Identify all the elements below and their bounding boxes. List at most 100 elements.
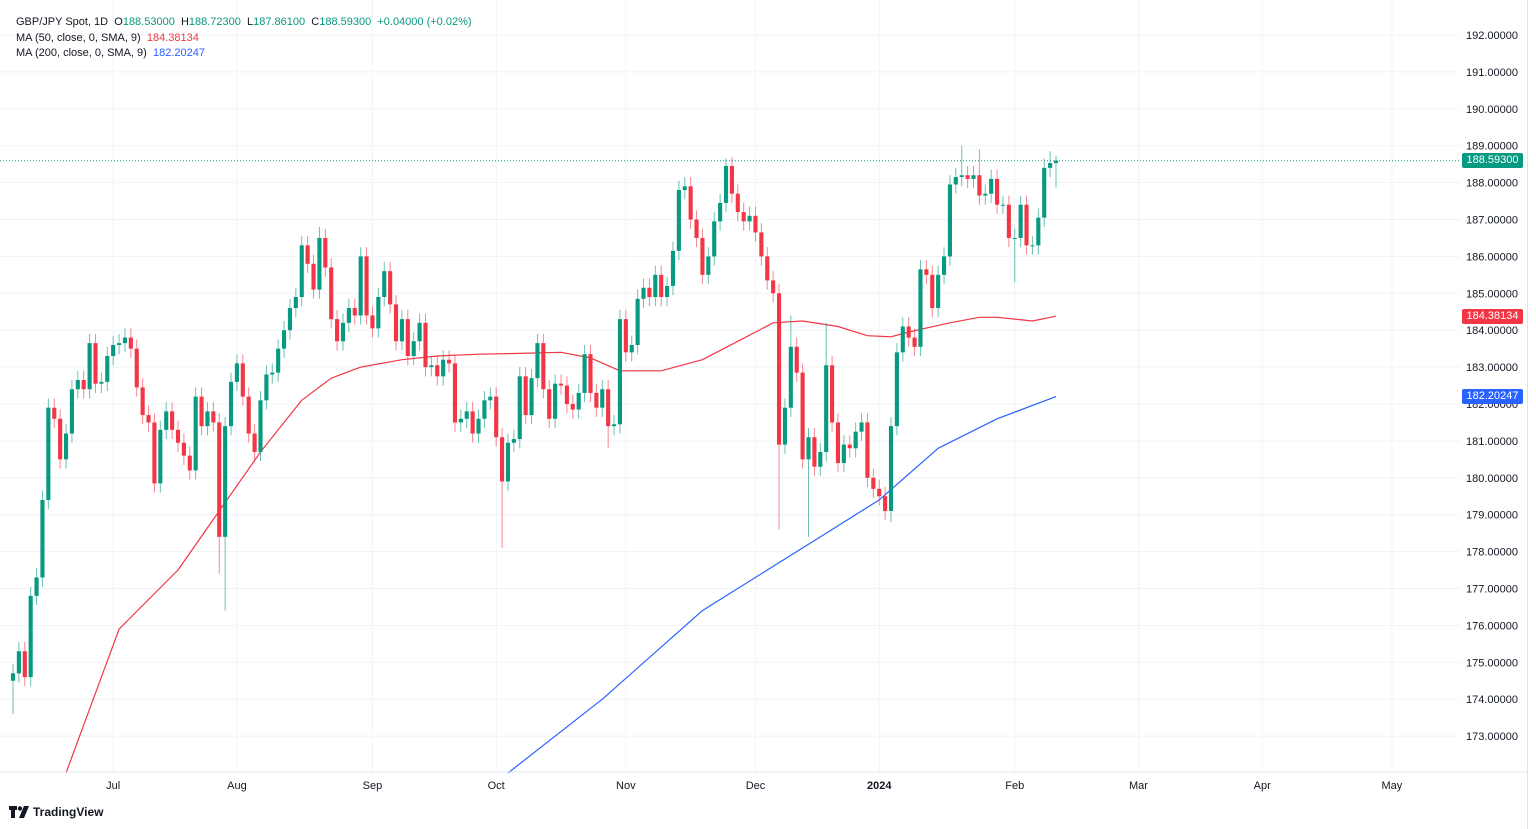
change-value: +0.04000 (+0.02%) xyxy=(377,16,472,28)
candle-body xyxy=(193,396,198,471)
candle-body xyxy=(659,274,664,297)
last-price-tag: 188.59300 xyxy=(1462,153,1523,169)
candle xyxy=(81,370,86,399)
price-tick-label: 179.00000 xyxy=(1466,510,1518,522)
candle xyxy=(352,298,357,325)
candle-body xyxy=(28,595,33,678)
candle xyxy=(146,405,151,432)
high-label: H xyxy=(180,16,189,28)
candle-body xyxy=(75,380,80,390)
candle-body xyxy=(941,256,947,275)
candle xyxy=(63,424,69,469)
candles xyxy=(10,145,1059,714)
candle xyxy=(382,261,387,307)
candle-body xyxy=(164,411,169,430)
candle xyxy=(199,387,204,436)
time-tick-label: Nov xyxy=(616,780,636,792)
candle-body xyxy=(989,178,994,194)
candle-body xyxy=(181,442,186,456)
symbol-label[interactable]: GBP/JPY Spot, 1D xyxy=(16,16,109,28)
candle-body xyxy=(723,165,729,203)
candle xyxy=(600,380,605,417)
candle-body xyxy=(1012,237,1017,239)
candle-body xyxy=(63,433,69,460)
price-tick-label: 175.00000 xyxy=(1466,657,1518,669)
candle-body xyxy=(800,372,805,460)
candle xyxy=(529,368,534,425)
candle xyxy=(358,247,363,325)
candle xyxy=(75,370,80,399)
chart-legend: GBP/JPY Spot, 1D O188.53000 H188.72300 L… xyxy=(16,15,472,62)
candle-body xyxy=(234,363,239,382)
candle xyxy=(983,184,988,205)
candle xyxy=(293,287,298,318)
candle-body xyxy=(535,343,540,379)
candle xyxy=(865,413,870,488)
tradingview-logo[interactable]: TradingView xyxy=(9,805,103,819)
candle xyxy=(458,409,463,432)
candle-body xyxy=(665,285,670,297)
candle xyxy=(776,284,782,530)
candle xyxy=(635,289,640,355)
candle-body xyxy=(959,175,964,178)
time-axis[interactable]: Jul Aug Sep Oct Nov Dec 2024 Feb Mar Apr May xyxy=(0,771,1527,792)
candle xyxy=(723,158,729,213)
candle xyxy=(847,435,852,458)
candle xyxy=(806,427,811,537)
ohlc-row: GBP/JPY Spot, 1D O188.53000 H188.72300 L… xyxy=(16,15,472,31)
candle xyxy=(211,402,216,432)
time-tick-label: Mar xyxy=(1129,780,1148,792)
candle-body xyxy=(965,175,970,179)
open-label: O xyxy=(114,16,123,28)
candle xyxy=(941,247,947,285)
price-tick-label: 188.00000 xyxy=(1466,178,1518,190)
candle-body xyxy=(676,189,681,251)
candle xyxy=(1000,195,1006,214)
candle xyxy=(187,446,192,480)
candle xyxy=(818,442,823,476)
candle xyxy=(947,175,952,266)
candle-body xyxy=(906,326,911,338)
candle-body xyxy=(735,193,740,213)
candle-body xyxy=(647,287,652,297)
price-axis[interactable]: 173.00000 174.00000 175.00000 176.00000 177.… xyxy=(1466,30,1518,743)
candle xyxy=(794,337,799,382)
candle-body xyxy=(541,343,546,390)
candle xyxy=(105,346,110,392)
candle-body xyxy=(199,396,204,427)
candle-body xyxy=(511,439,516,443)
candle-body xyxy=(405,319,410,357)
candle-body xyxy=(158,429,163,484)
time-tick-label: Aug xyxy=(227,780,247,792)
candle-body xyxy=(299,245,304,297)
candle xyxy=(588,344,593,403)
candle xyxy=(370,306,375,338)
candle xyxy=(464,402,469,428)
candle-body xyxy=(576,392,581,410)
candle-body xyxy=(877,488,882,497)
ma50-row[interactable]: MA (50, close, 0, SMA, 9) 184.38134 xyxy=(16,31,472,47)
candle xyxy=(906,317,911,347)
candle xyxy=(682,177,687,200)
candle-body xyxy=(564,385,569,404)
candle-body xyxy=(670,250,676,286)
candle xyxy=(659,265,664,307)
candle-body xyxy=(883,496,888,512)
candle-body xyxy=(753,215,758,233)
candle xyxy=(883,487,888,521)
candle xyxy=(617,309,623,434)
candle xyxy=(888,416,894,523)
candle-body xyxy=(128,337,133,349)
candle-body xyxy=(270,372,275,375)
candle-body xyxy=(694,219,699,238)
candle-body xyxy=(611,424,617,427)
time-tick-label: Jul xyxy=(106,780,120,792)
candle xyxy=(340,313,346,351)
candle-body xyxy=(228,381,234,427)
candle xyxy=(582,344,587,403)
close-label: C xyxy=(311,16,320,28)
ma200-row[interactable]: MA (200, close, 0, SMA, 9) 182.20247 xyxy=(16,46,472,62)
ma50-value: 184.38134 xyxy=(146,31,199,44)
candle xyxy=(476,409,481,443)
